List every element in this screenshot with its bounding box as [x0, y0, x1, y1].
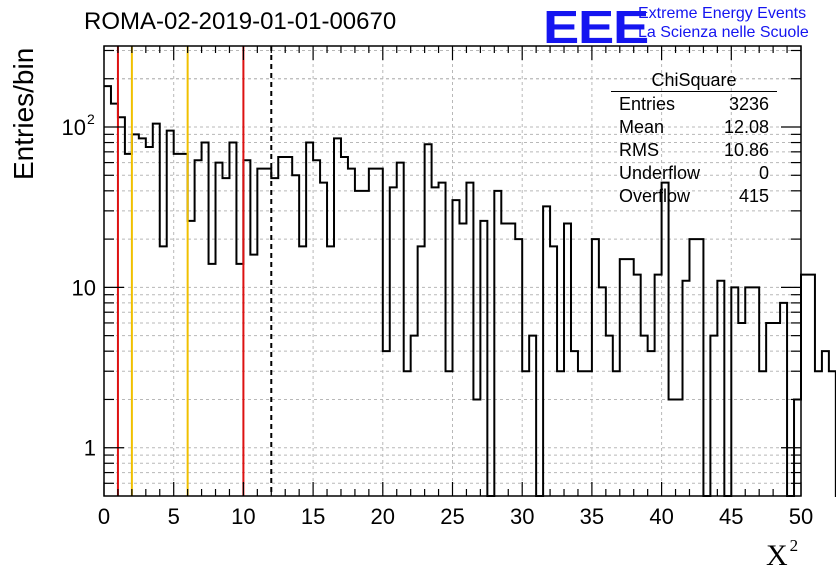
x-tick-label: 30: [510, 504, 534, 529]
x-tick-label: 35: [580, 504, 604, 529]
stats-box: ChiSquare Entries 3236 Mean 12.08 RMS 10…: [611, 70, 777, 208]
stats-label: Entries: [619, 94, 676, 114]
stats-row-overflow: Overflow 415: [611, 185, 777, 208]
stats-label: Mean: [619, 117, 665, 137]
stats-value: 3236: [728, 94, 769, 114]
stats-row-entries: Entries 3236: [611, 93, 777, 116]
stats-label: Underflow: [619, 163, 701, 183]
logo-line-1: Extreme Energy Events: [638, 5, 807, 22]
x-tick-label: 15: [301, 504, 325, 529]
stats-title: ChiSquare: [611, 70, 777, 92]
stats-label: Overflow: [619, 186, 691, 206]
y-tick-label: 10: [72, 275, 96, 300]
eee-logo-mark: EEE: [543, 1, 649, 53]
logo-line-2: La Scienza nelle Scuole: [638, 24, 809, 41]
y-tick-label-sup: 2: [87, 111, 95, 127]
histogram-title: ROMA-02-2019-01-01-00670: [84, 8, 397, 35]
histogram-line: [104, 85, 836, 497]
x-axis-label-base: X: [766, 539, 788, 572]
stats-row-underflow: Underflow 0: [611, 162, 777, 185]
x-tick-label: 45: [719, 504, 743, 529]
stats-row-mean: Mean 12.08: [611, 116, 777, 139]
y-axis-label: Entries/bin: [8, 47, 39, 180]
stats-label: RMS: [619, 140, 659, 160]
stats-value: 0: [758, 163, 769, 183]
stats-value: 10.86: [723, 140, 769, 160]
x-tick-label: 40: [649, 504, 673, 529]
y-tick-label: 10: [62, 115, 86, 140]
x-tick-label: 10: [231, 504, 255, 529]
stats-row-rms: RMS 10.86: [611, 139, 777, 162]
x-tick-label: 20: [371, 504, 395, 529]
stats-value: 12.08: [723, 117, 769, 137]
x-tick-label: 0: [98, 504, 110, 529]
stats-value: 415: [738, 186, 769, 206]
x-tick-label: 50: [789, 504, 813, 529]
y-tick-label: 1: [84, 436, 96, 461]
x-tick-label: 5: [168, 504, 180, 529]
x-tick-label: 25: [440, 504, 464, 529]
x-axis-label-sup: 2: [789, 536, 799, 555]
